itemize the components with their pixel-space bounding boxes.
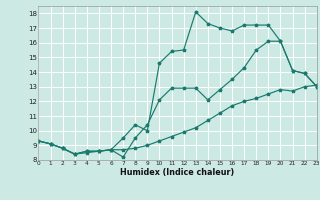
X-axis label: Humidex (Indice chaleur): Humidex (Indice chaleur) — [120, 168, 235, 177]
